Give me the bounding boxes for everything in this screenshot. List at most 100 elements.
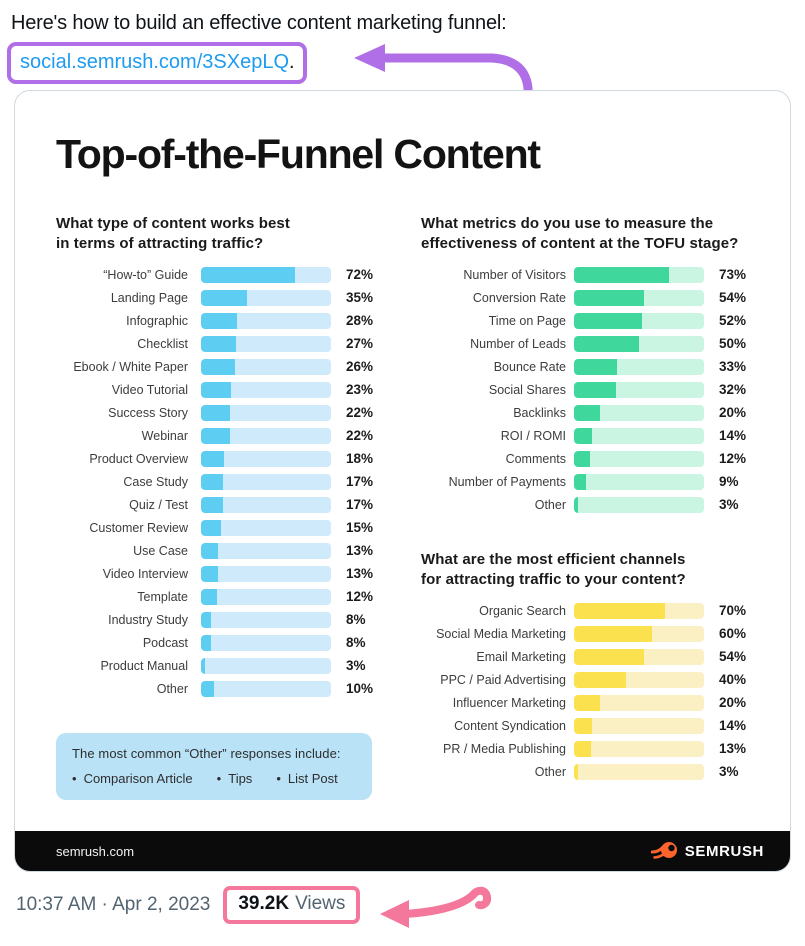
bar-track — [201, 289, 331, 306]
link-highlight-box: social.semrush.com/3SXepLQ. — [7, 42, 307, 84]
bar-fill — [201, 450, 225, 467]
bar-fill — [201, 358, 235, 375]
chart-tofu-metrics: What metrics do you use to measure the e… — [421, 214, 771, 516]
views-label: Views — [295, 893, 346, 914]
bar-row: Number of Visitors 73% — [421, 263, 771, 286]
bar-value-label: 14% — [719, 718, 747, 733]
bar-row: Social Media Marketing 60% — [421, 622, 771, 645]
bar-value-label: 22% — [346, 428, 374, 443]
tweet-meta-row: 10:37 AM · Apr 2, 2023 39.2K Views — [16, 886, 361, 924]
bar-value-label: 72% — [346, 267, 374, 282]
bar-category-label: Infographic — [126, 313, 188, 328]
bar-fill — [574, 740, 591, 757]
bar-category-label: Video Interview — [102, 566, 188, 581]
bar-track — [201, 496, 331, 513]
bar-fill — [201, 266, 295, 283]
bar-fill — [201, 611, 212, 628]
bar-track — [574, 335, 704, 352]
bar-value-label: 73% — [719, 267, 747, 282]
views-count: 39.2K — [238, 893, 290, 914]
bar-fill — [201, 519, 221, 536]
bar-track — [574, 496, 704, 513]
bar-row: Industry Study 8% — [56, 608, 406, 631]
bar-value-label: 14% — [719, 428, 747, 443]
bar-category-label: PPC / Paid Advertising — [440, 672, 566, 687]
bar-track — [201, 335, 331, 352]
bar-row: Email Marketing 54% — [421, 645, 771, 668]
bar-category-label: ROI / ROMI — [500, 428, 566, 443]
bar-track — [574, 763, 704, 780]
bar-track — [574, 740, 704, 757]
bar-row: Video Tutorial 23% — [56, 378, 406, 401]
bar-fill — [574, 381, 616, 398]
bar-track — [574, 671, 704, 688]
bar-track — [574, 358, 704, 375]
bar-category-label: Video Tutorial — [111, 382, 188, 397]
bar-category-label: Number of Leads — [470, 336, 566, 351]
bar-row: Use Case 13% — [56, 539, 406, 562]
bar-fill — [201, 588, 217, 605]
bar-row: Ebook / White Paper 26% — [56, 355, 406, 378]
bar-track — [201, 312, 331, 329]
bar-row: Organic Search 70% — [421, 599, 771, 622]
bar-track — [201, 381, 331, 398]
bar-track — [201, 450, 331, 467]
bar-category-label: Comments — [505, 451, 566, 466]
bar-category-label: Conversion Rate — [472, 290, 566, 305]
bar-category-label: Bounce Rate — [493, 359, 566, 374]
bar-value-label: 23% — [346, 382, 374, 397]
bar-value-label: 22% — [346, 405, 374, 420]
bar-row: Other 3% — [421, 493, 771, 516]
bar-value-label: 3% — [346, 658, 366, 673]
link-period: . — [289, 51, 295, 73]
bar-category-label: Influencer Marketing — [452, 695, 566, 710]
views-highlight-box: 39.2K Views — [223, 886, 361, 924]
bar-value-label: 20% — [719, 695, 747, 710]
bar-row: “How-to” Guide 72% — [56, 263, 406, 286]
bar-category-label: Case Study — [123, 474, 188, 489]
bar-category-label: Organic Search — [479, 603, 566, 618]
bar-fill — [201, 473, 224, 490]
bar-fill — [201, 565, 218, 582]
semrush-flame-icon — [650, 842, 677, 859]
infographic-image[interactable]: Top-of-the-Funnel Content What type of c… — [14, 90, 791, 872]
bar-value-label: 8% — [346, 635, 366, 650]
bar-fill — [574, 648, 645, 665]
infographic-title: Top-of-the-Funnel Content — [56, 131, 541, 177]
bar-track — [201, 680, 331, 697]
bar-fill — [201, 657, 205, 674]
bar-fill — [574, 450, 590, 467]
tweet-text-line: Here's how to build an effective content… — [11, 12, 507, 34]
bar-category-label: Other — [156, 681, 188, 696]
bar-row: Number of Payments 9% — [421, 470, 771, 493]
bar-track — [201, 611, 331, 628]
footer-site-url: semrush.com — [56, 843, 135, 859]
bar-fill — [574, 266, 669, 283]
bar-fill — [574, 694, 600, 711]
bar-fill — [574, 473, 586, 490]
bar-row: Comments 12% — [421, 447, 771, 470]
bar-fill — [201, 634, 212, 651]
bar-fill — [574, 335, 639, 352]
bar-value-label: 13% — [346, 566, 374, 581]
bar-fill — [574, 602, 665, 619]
tweet-link[interactable]: social.semrush.com/3SXepLQ — [20, 51, 290, 73]
bar-category-label: Product Manual — [100, 658, 188, 673]
bar-track — [574, 289, 704, 306]
bar-fill — [201, 312, 238, 329]
bar-row: Influencer Marketing 20% — [421, 691, 771, 714]
bar-category-label: Ebook / White Paper — [73, 359, 188, 374]
bar-value-label: 17% — [346, 474, 374, 489]
bar-value-label: 28% — [346, 313, 374, 328]
bar-track — [201, 588, 331, 605]
bar-rows: Organic Search 70% Social Media Marketing 6… — [421, 599, 771, 783]
bar-category-label: Success Story — [108, 405, 188, 420]
bar-row: Number of Leads 50% — [421, 332, 771, 355]
bar-row: Success Story 22% — [56, 401, 406, 424]
bar-value-label: 32% — [719, 382, 747, 397]
bar-fill — [201, 496, 224, 513]
bar-category-label: Template — [137, 589, 188, 604]
bar-track — [574, 625, 704, 642]
bar-track — [574, 602, 704, 619]
bar-fill — [574, 289, 645, 306]
